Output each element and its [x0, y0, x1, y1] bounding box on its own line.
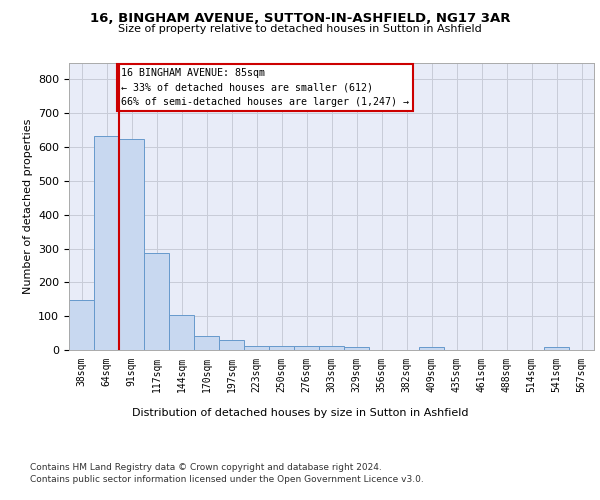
Bar: [94, 136, 119, 350]
Bar: [294, 346, 319, 350]
Bar: [219, 340, 244, 350]
Bar: [194, 336, 219, 350]
Text: 16, BINGHAM AVENUE, SUTTON-IN-ASHFIELD, NG17 3AR: 16, BINGHAM AVENUE, SUTTON-IN-ASHFIELD, …: [90, 12, 510, 26]
Bar: [119, 138, 144, 350]
Bar: [344, 348, 369, 350]
Bar: [169, 315, 194, 350]
Bar: [244, 346, 269, 350]
Bar: [419, 348, 444, 350]
Bar: [269, 346, 294, 350]
Bar: [544, 348, 569, 350]
Text: Contains public sector information licensed under the Open Government Licence v3: Contains public sector information licen…: [30, 475, 424, 484]
Text: 16 BINGHAM AVENUE: 85sqm
← 33% of detached houses are smaller (612)
66% of semi-: 16 BINGHAM AVENUE: 85sqm ← 33% of detach…: [121, 68, 409, 107]
Text: Size of property relative to detached houses in Sutton in Ashfield: Size of property relative to detached ho…: [118, 24, 482, 34]
Bar: [319, 346, 344, 350]
Y-axis label: Number of detached properties: Number of detached properties: [23, 118, 32, 294]
Text: Distribution of detached houses by size in Sutton in Ashfield: Distribution of detached houses by size …: [132, 408, 468, 418]
Bar: [144, 253, 169, 350]
Text: Contains HM Land Registry data © Crown copyright and database right 2024.: Contains HM Land Registry data © Crown c…: [30, 462, 382, 471]
Bar: [69, 300, 94, 350]
